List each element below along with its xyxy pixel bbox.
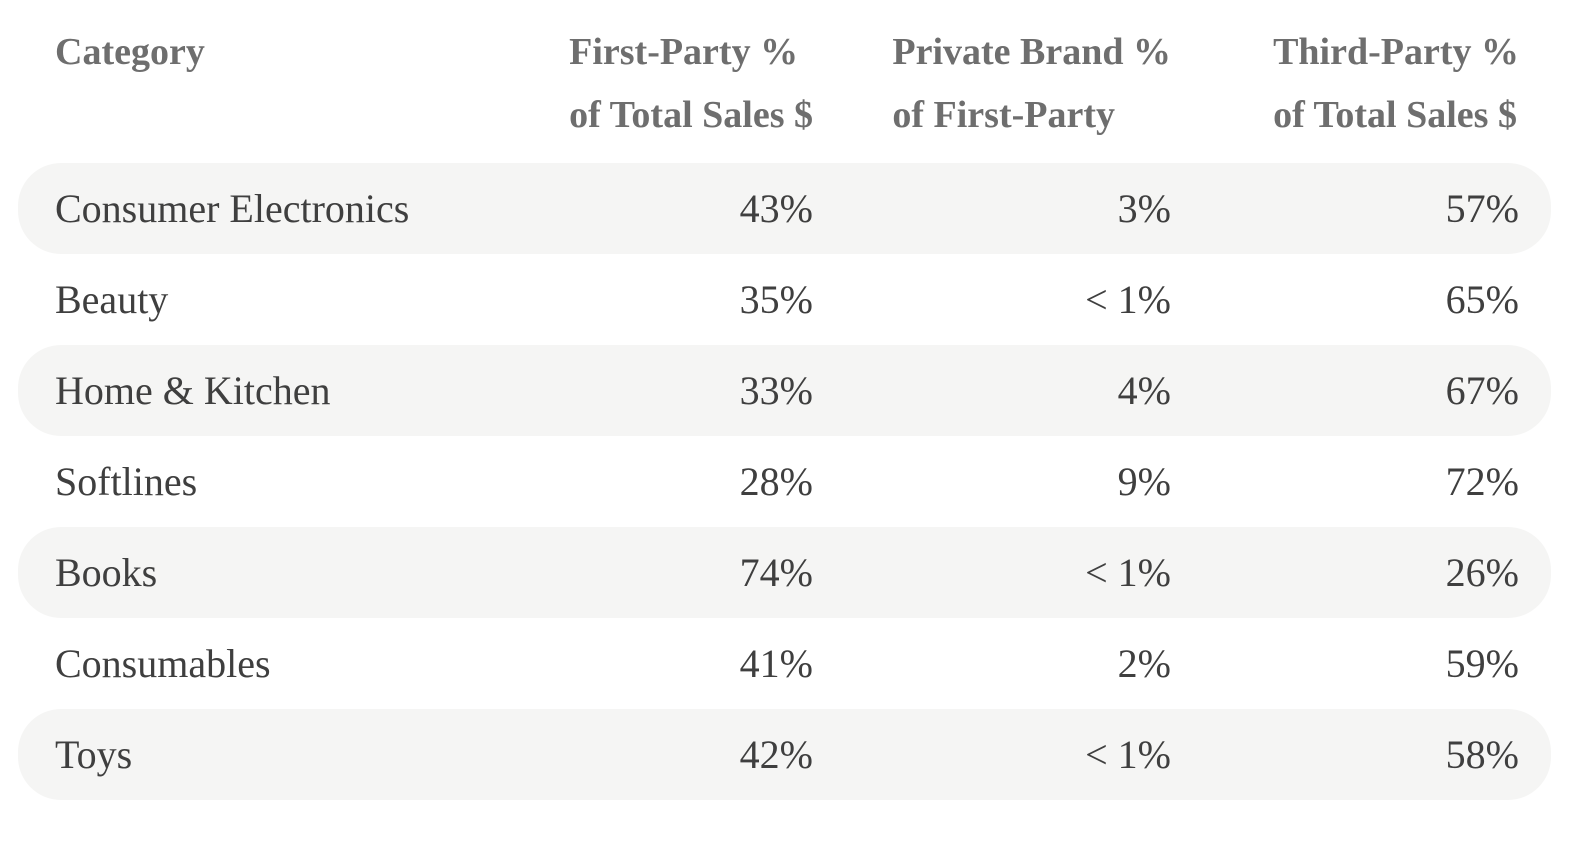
header-cell-third-party: Third-Party % of Total Sales $: [1203, 21, 1551, 163]
header-first-party-line2: of Total Sales $: [569, 94, 813, 136]
private-brand-cell: 4%: [1117, 368, 1171, 413]
first-party-cell: 35%: [739, 277, 813, 322]
category-cell: Softlines: [55, 459, 198, 504]
third-party-cell: 72%: [1445, 459, 1519, 504]
first-party-cell: 33%: [739, 368, 813, 413]
header-third-party-line1: Third-Party %: [1273, 31, 1519, 73]
table-header-row: Category First-Party % of Total Sales $ …: [18, 0, 1551, 163]
category-cell: Home & Kitchen: [55, 368, 331, 413]
third-party-cell: 59%: [1445, 641, 1519, 686]
header-first-party-line1: First-Party %: [569, 31, 799, 73]
table-row: Consumables 41% 2% 59%: [18, 618, 1551, 709]
private-brand-cell: 2%: [1117, 641, 1171, 686]
private-brand-cell: 9%: [1117, 459, 1171, 504]
category-cell: Toys: [55, 732, 133, 777]
header-category-line1: Category: [55, 31, 205, 73]
category-cell: Consumables: [55, 641, 271, 686]
private-brand-cell: < 1%: [1085, 550, 1171, 595]
header-cell-private-brand: Private Brand % of First-Party: [845, 21, 1203, 163]
third-party-cell: 58%: [1445, 732, 1519, 777]
third-party-cell: 57%: [1445, 186, 1519, 231]
table-row: Home & Kitchen 33% 4% 67%: [18, 345, 1551, 436]
first-party-cell: 42%: [739, 732, 813, 777]
header-private-brand-line1: Private Brand %: [892, 31, 1171, 73]
header-third-party-line2: of Total Sales $: [1273, 94, 1517, 136]
header-private-brand-line2: of First-Party: [892, 94, 1115, 136]
table-row: Beauty 35% < 1% 65%: [18, 254, 1551, 345]
third-party-cell: 26%: [1445, 550, 1519, 595]
first-party-cell: 41%: [739, 641, 813, 686]
category-cell: Beauty: [55, 277, 169, 322]
private-brand-cell: < 1%: [1085, 277, 1171, 322]
third-party-cell: 67%: [1445, 368, 1519, 413]
first-party-cell: 74%: [739, 550, 813, 595]
private-brand-cell: 3%: [1117, 186, 1171, 231]
header-cell-category: Category: [18, 21, 560, 163]
third-party-cell: 65%: [1445, 277, 1519, 322]
private-brand-cell: < 1%: [1085, 732, 1171, 777]
category-sales-mix-table: Category First-Party % of Total Sales $ …: [18, 0, 1551, 800]
table-row: Softlines 28% 9% 72%: [18, 436, 1551, 527]
header-cell-first-party: First-Party % of Total Sales $: [560, 21, 845, 163]
table-row: Books 74% < 1% 26%: [18, 527, 1551, 618]
table-row: Consumer Electronics 43% 3% 57%: [18, 163, 1551, 254]
category-cell: Books: [55, 550, 158, 595]
first-party-cell: 28%: [739, 459, 813, 504]
first-party-cell: 43%: [739, 186, 813, 231]
category-cell: Consumer Electronics: [55, 186, 410, 231]
table-row: Toys 42% < 1% 58%: [18, 709, 1551, 800]
